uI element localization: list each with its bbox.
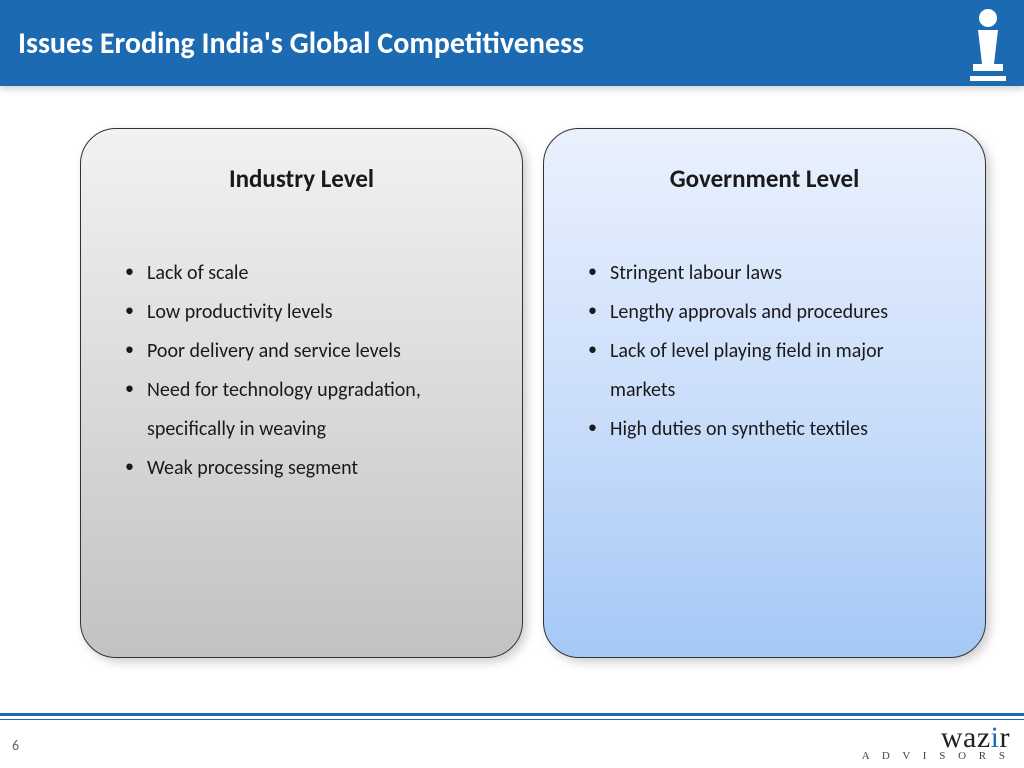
- footer-divider-thick: [0, 713, 1024, 716]
- list-item: High duties on synthetic textiles: [584, 410, 951, 449]
- industry-level-card: Industry Level Lack of scale Low product…: [80, 128, 523, 658]
- page-number: 6: [12, 737, 19, 754]
- list-item: Low productivity levels: [121, 293, 488, 332]
- card-title: Government Level: [578, 163, 951, 194]
- footer-divider-thin: [0, 719, 1024, 720]
- list-item: Lack of level playing field in major mar…: [584, 332, 951, 410]
- content-area: Industry Level Lack of scale Low product…: [80, 128, 986, 658]
- logo-subtitle: A D V I S O R S: [862, 750, 1010, 762]
- list-item: Poor delivery and service levels: [121, 332, 488, 371]
- list-item: Need for technology upgradation, specifi…: [121, 371, 488, 449]
- wazir-logo: wazir A D V I S O R S: [862, 724, 1010, 763]
- government-level-card: Government Level Stringent labour laws L…: [543, 128, 986, 658]
- list-item: Stringent labour laws: [584, 254, 951, 293]
- list-item: Lengthy approvals and procedures: [584, 293, 951, 332]
- industry-list: Lack of scale Low productivity levels Po…: [115, 254, 488, 488]
- list-item: Lack of scale: [121, 254, 488, 293]
- slide-header: Issues Eroding India's Global Competitiv…: [0, 0, 1024, 86]
- slide-title: Issues Eroding India's Global Competitiv…: [18, 25, 584, 62]
- logo-wordmark: wazir: [862, 724, 1010, 753]
- list-item: Weak processing segment: [121, 449, 488, 488]
- card-title: Industry Level: [115, 163, 488, 194]
- government-list: Stringent labour laws Lengthy approvals …: [578, 254, 951, 449]
- chess-pawn-icon: [958, 6, 1018, 84]
